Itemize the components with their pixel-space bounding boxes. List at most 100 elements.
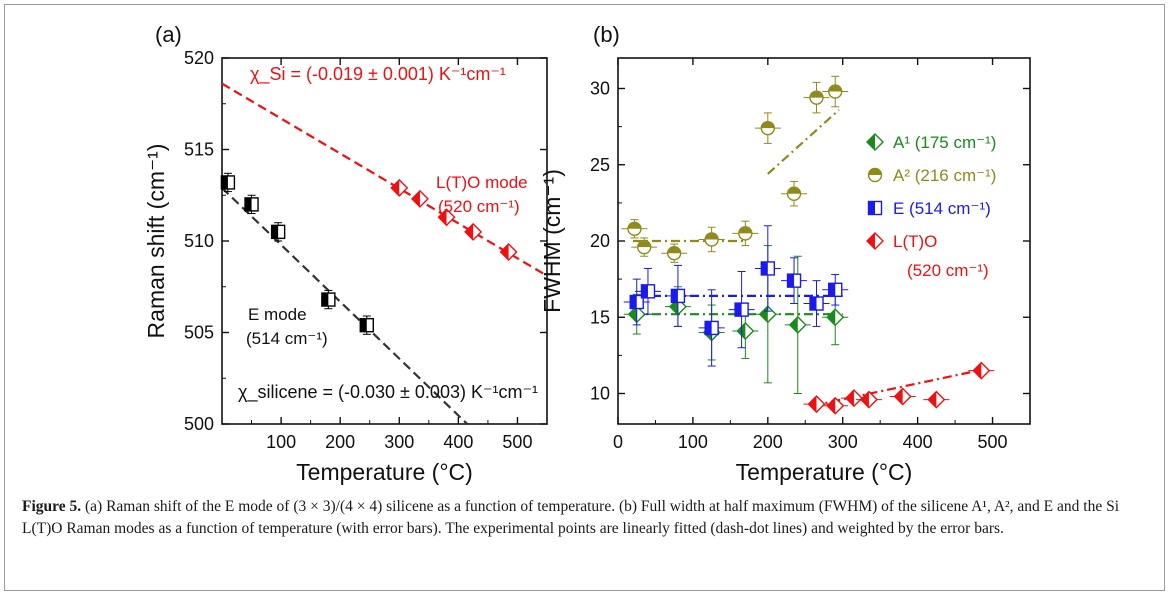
panel-a-y-tick-label: 505 [184,323,214,343]
panel-b-data-point-fill [627,222,641,229]
panel-a-y-tick-label: 500 [184,414,214,434]
panel-b-data-point [760,261,776,276]
panel-b-y-tick-label: 10 [590,384,610,404]
panel-b-y-tick-label: 15 [590,307,610,327]
figure-caption: Figure 5. (a) Raman shift of the E mode … [22,496,1147,540]
panel-b-data-point-fill [973,362,982,379]
panel-b-data-point-fill [828,85,842,92]
panel-b-data-point-fill [828,283,836,297]
panel-b-legend-entry: A¹ (175 cm⁻¹) [893,133,996,152]
panel-a-data-point [270,224,286,240]
panel-b-data-point [637,239,652,255]
panel-b-data-point [627,221,642,237]
panel-b-data-point [704,320,719,336]
panel-a-data-point [359,317,374,333]
panel-a-data-point-fill [245,197,252,211]
panel-b-legend-marker-fill [868,168,882,175]
panel-b-data-point-fill [860,391,869,408]
panel-b-legend-marker [867,200,883,216]
panel-a-fit-annotation-si: χ_Si = (-0.019 ± 0.001) K⁻¹cm⁻¹ [250,64,506,85]
panel-b-data-point-fill [759,306,768,323]
panel-b-data-point-fill [705,232,719,240]
panel-a-y-axis-title: Raman shift (cm⁻¹) [143,144,169,339]
panel-a-ltomode-label-line2: (520 cm⁻¹) [438,197,520,216]
caption-label: Figure 5. [22,498,82,515]
panel-a-data-point-fill [465,223,474,240]
panel-b-data-point [844,389,863,408]
panel-a-data-point-fill [411,190,420,207]
panel-b-x-tick-label: 400 [903,432,933,452]
panel-b-data-point-fill [787,274,795,288]
panel-b-data-point [734,302,749,317]
panel-b-y-tick-label: 30 [590,79,610,99]
panel-b-data-point [670,288,686,304]
panel-b-data-point [809,296,824,311]
panel-b-data-point [640,284,656,299]
panel-b-data-point-fill [637,240,651,248]
panel-b-data-point [826,396,845,415]
panel-b-legend-marker [866,232,884,250]
panel-a-fit-line [221,187,468,425]
panel-b-data-point [859,390,878,409]
panel-a-data-point-fill [438,209,447,226]
panel-b-data-point-fill [667,246,681,254]
panel-a-y-tick-label: 510 [184,231,214,251]
panel-b-data-point [826,308,845,327]
panel-b-data-point-fill [789,316,798,333]
panel-b-data-point [828,282,843,297]
panel-a-data-point-fill [360,318,367,332]
panel-a-data-point-fill [271,225,279,239]
panel-b-fit-line [812,368,986,407]
figure-charts: (a) (b) 100 200 300 400 500500505510515520Te… [143,22,1031,485]
panel-a-x-tick-label: 400 [443,432,473,452]
panel-a-emode-label-line1: E mode [248,305,307,324]
panel-b-chart: 0 100 200 300 400 500 10 15 20 25 30 Temperature (°… [539,57,1031,485]
panel-b-data-point-fill [810,297,817,311]
panel-a-fit-line [221,82,548,277]
panel-b-y-axis-title: FWHM (cm⁻¹) [539,169,565,313]
panel-b-legend-marker-fill [867,134,875,150]
panel-a-data-point [410,189,429,208]
panel-b-data-point [828,84,843,99]
panel-b-data-point [893,387,912,406]
panel-b-data-point [788,315,807,334]
panel-b-data-point [927,390,946,409]
panel-b-data-point-fill [641,284,648,298]
panel-b-legend-entry: E (514 cm⁻¹) [893,199,991,218]
panel-b-legend-marker-fill [867,233,875,249]
panel-a-x-tick-label: 500 [502,432,532,452]
panel-b-data-point-fill [761,121,775,129]
panel-b-y-tick-label: 20 [590,231,610,251]
panel-b-data-point-fill [827,309,836,326]
panel-a-y-tick-label: 515 [184,140,214,160]
panel-b-data-point [786,273,802,288]
panel-a-emode-label-line2: (514 cm⁻¹) [246,329,328,348]
panel-b-data-point [738,226,753,241]
panel-b-data-point [704,232,719,247]
panel-b-data-point [629,294,644,310]
caption-text: (a) Raman shift of the E mode of (3 × 3)… [22,498,1120,537]
panel-a-fit-annotation-silicene: χ_silicene = (-0.030 ± 0.003) K⁻¹cm⁻¹ [238,382,538,403]
panel-b-data-point-fill [630,295,637,309]
panel-b-data-point [809,90,824,105]
panel-b-data-point [972,361,991,380]
panel-b-data-point-fill [787,187,801,194]
panel-b-data-point-fill [628,306,637,323]
panel-a-data-point-fill [500,243,509,260]
panel-b-x-tick-label: 500 [978,432,1008,452]
panel-b-data-point-fill [761,261,768,275]
panel-a-label: (a) [155,22,182,47]
panel-b-data-point [758,305,777,324]
panel-b-data-point [786,186,802,201]
panel-a-data-point-fill [321,293,329,307]
panel-a-ltomode-label-line1: L(T)O mode [436,173,528,192]
panel-b-data-point-fill [894,388,903,405]
panel-a-data-point-fill [391,179,400,196]
panel-b-data-point [736,321,755,340]
panel-b-y-tick-label: 25 [590,155,610,175]
panel-b-x-tick-label: 0 [613,432,623,452]
panel-b-x-axis-title: Temperature (°C) [736,459,913,485]
panel-a-data-point [499,242,518,261]
panel-b-legend-marker [866,133,884,151]
panel-b-data-point-fill [845,390,854,407]
